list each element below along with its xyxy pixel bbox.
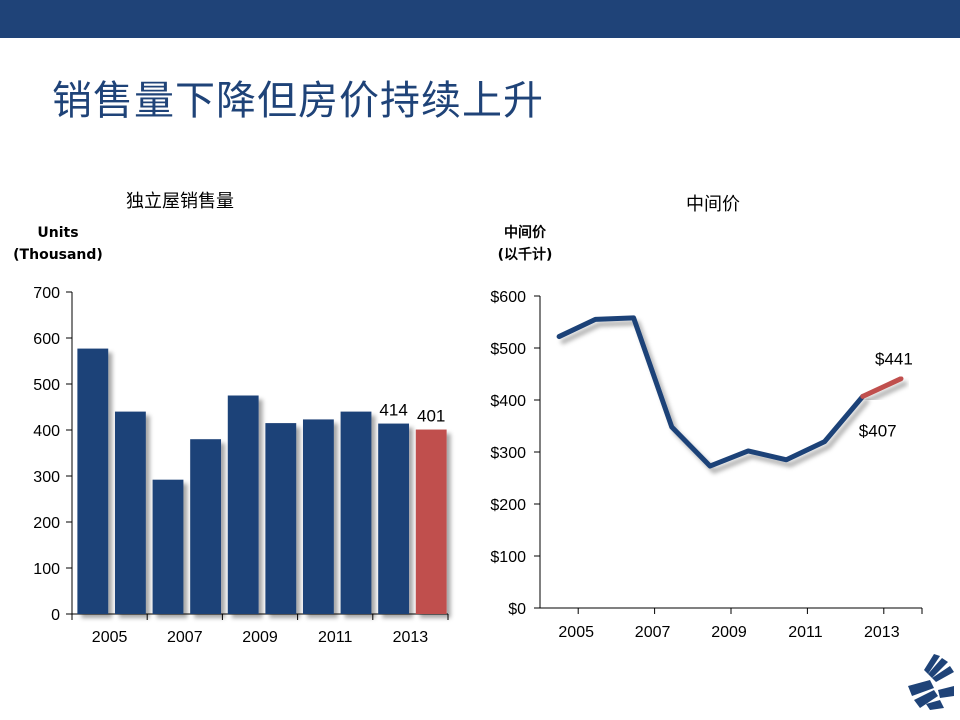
bar-2008 <box>190 439 222 614</box>
bar-2005 <box>77 348 109 614</box>
line-data-label-9: $441 <box>875 350 913 369</box>
left-bar-chart: 0 100 200 300 400 500 600 700 2005 2007 2009 2011 20… <box>33 285 449 646</box>
bar-2014 <box>415 429 447 614</box>
left-y-tick-label: 600 <box>33 331 60 348</box>
left-y-axis-label: Units (Thousand) <box>6 222 110 266</box>
bar-2011 <box>302 419 334 614</box>
bar-2007 <box>152 479 184 614</box>
right-y-tick-label: $0 <box>508 601 526 618</box>
bar-data-label-2014: 401 <box>417 407 445 426</box>
left-x-tick-label: 2007 <box>167 629 203 646</box>
left-y-tick-label: 500 <box>33 377 60 394</box>
company-logo-icon <box>908 654 954 710</box>
right-x-tick-label: 2007 <box>635 624 671 641</box>
right-x-tick-label: 2005 <box>558 624 594 641</box>
left-y-tick-label: 0 <box>51 607 60 624</box>
right-line-chart: $0 $100 $200 $300 $400 $500 $600 2005 2007 2009 20… <box>490 289 923 641</box>
right-y-axis-label: 中间价 (以千计) <box>480 222 570 266</box>
line-data-label-8: $407 <box>859 421 897 440</box>
median-price-line <box>556 315 866 469</box>
right-y-tick-label: $600 <box>490 289 526 306</box>
right-x-tick-label: 2013 <box>864 624 900 641</box>
right-y-tick-label: $300 <box>490 445 526 462</box>
right-y-axis-label-line1: 中间价 <box>504 225 546 241</box>
left-y-tick-label: 700 <box>33 285 60 302</box>
bar-2009 <box>227 395 259 614</box>
left-y-tick-label: 200 <box>33 515 60 532</box>
bar-data-label-2013: 414 <box>379 401 407 420</box>
bar-2006 <box>114 411 146 614</box>
left-chart-title: 独立屋销售量 <box>126 191 234 212</box>
header-bar <box>0 0 960 38</box>
median-price-line-highlight <box>860 376 904 399</box>
bar-2013 <box>378 423 410 614</box>
right-x-tick-label: 2009 <box>711 624 747 641</box>
right-chart-title: 中间价 <box>686 194 740 215</box>
right-y-axis-label-line2: (以千计) <box>497 247 553 263</box>
bar-2012 <box>340 411 372 614</box>
right-x-tick-label: 2011 <box>788 624 823 641</box>
left-y-axis-label-line2: (Thousand) <box>13 247 103 263</box>
right-y-tick-label: $500 <box>490 341 526 358</box>
left-x-tick-label: 2011 <box>318 629 353 646</box>
left-y-tick-label: 300 <box>33 469 60 486</box>
right-y-tick-label: $200 <box>490 497 526 514</box>
bar-2010 <box>265 423 297 614</box>
left-x-tick-label: 2009 <box>242 629 278 646</box>
left-y-tick-label: 400 <box>33 423 60 440</box>
left-x-tick-label: 2013 <box>393 629 429 646</box>
slide-title: 销售量下降但房价持续上升 <box>52 78 544 124</box>
left-x-tick-label: 2005 <box>92 629 128 646</box>
right-y-tick-label: $100 <box>490 549 526 566</box>
right-y-tick-label: $400 <box>490 393 526 410</box>
left-y-axis-label-line1: Units <box>37 225 79 241</box>
left-y-tick-label: 100 <box>33 561 60 578</box>
